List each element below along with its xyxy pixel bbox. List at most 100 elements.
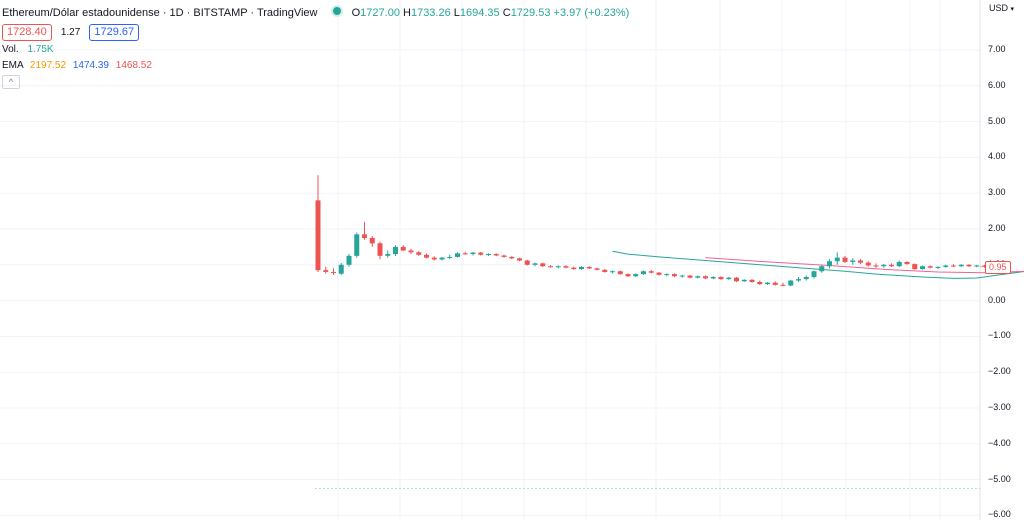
- open-value: 1727.00: [360, 7, 400, 19]
- price-tick-label: 3.00: [988, 187, 1006, 198]
- candle-body: [501, 255, 507, 257]
- legend-collapse-button[interactable]: ^: [2, 75, 20, 89]
- candle-body: [586, 266, 592, 269]
- candle-body: [555, 266, 561, 268]
- candle-body: [827, 261, 832, 267]
- open-label: O: [351, 7, 361, 19]
- spread-value: 1.27: [60, 27, 81, 38]
- candle-body: [858, 260, 863, 263]
- candle-body: [393, 246, 398, 255]
- candle-body: [594, 268, 600, 270]
- candle-body: [672, 274, 677, 277]
- candle-body: [966, 264, 972, 267]
- price-tick-label: −2.00: [988, 366, 1011, 377]
- candle-body: [509, 256, 515, 259]
- candle-body: [617, 271, 623, 275]
- candle-body: [788, 280, 794, 286]
- price-tick-label: 6.00: [988, 79, 1006, 90]
- ema-value-2: 1474.39: [72, 60, 109, 71]
- symbol-title[interactable]: Ethereum/Dólar estadounidense · 1D · BIT…: [2, 7, 318, 19]
- candle-body: [757, 281, 763, 285]
- candle-body: [819, 266, 825, 272]
- candle-body: [548, 266, 553, 268]
- symbol-legend: Ethereum/Dólar estadounidense · 1D · BIT…: [2, 5, 629, 19]
- chevron-down-icon: ▾: [1010, 6, 1014, 13]
- ema-fast-line: [612, 250, 1024, 279]
- candle-body: [385, 254, 391, 256]
- price-tick-label: 5.00: [988, 115, 1006, 126]
- candle-body: [935, 266, 941, 268]
- candle-body: [889, 264, 894, 267]
- price-tick-label: −1.00: [988, 330, 1011, 341]
- low-value: 1694.35: [459, 7, 500, 19]
- candle-body: [633, 274, 639, 277]
- candle-body: [323, 270, 329, 272]
- candle-body: [881, 264, 887, 267]
- candle-body: [602, 269, 608, 272]
- price-tick-label: 2.00: [988, 223, 1006, 233]
- candle-body: [726, 277, 732, 280]
- candle-body: [447, 256, 453, 258]
- candle-body: [904, 261, 910, 265]
- candle-body: [896, 261, 902, 267]
- candle-body: [610, 271, 615, 273]
- candle-body: [641, 271, 646, 275]
- chevron-up-icon: ^: [8, 77, 14, 87]
- candle-body: [486, 254, 491, 256]
- price-tick-label: 7.00: [988, 44, 1006, 54]
- candle-body: [734, 277, 739, 282]
- close-value: 1729.53: [510, 7, 551, 19]
- sell-price-button[interactable]: 1728.40: [2, 24, 52, 41]
- ema-value-1: 2197.52: [29, 60, 67, 71]
- candle-body: [943, 265, 949, 267]
- candle-body: [974, 265, 980, 267]
- candle-body: [834, 257, 840, 262]
- candle-body: [749, 279, 755, 282]
- candle-body: [540, 263, 546, 267]
- candle-body: [625, 274, 631, 277]
- buy-price-button[interactable]: 1729.67: [89, 24, 140, 41]
- candle-body: [648, 271, 654, 273]
- high-label: H: [403, 7, 411, 19]
- candle-body: [338, 264, 344, 274]
- market-status-dot-icon: [330, 5, 343, 17]
- candle-body: [927, 266, 933, 268]
- currency-label: USD: [988, 3, 1008, 13]
- candle-body: [850, 260, 856, 262]
- change-value: +3.97 (+0.23%): [553, 7, 630, 19]
- candle-body: [865, 262, 871, 266]
- candle-body: [331, 271, 336, 273]
- candle-body: [656, 272, 662, 275]
- bid-ask-row: 1728.40 1.27 1729.67: [2, 24, 140, 41]
- candle-body: [796, 279, 801, 281]
- candle-body: [718, 276, 724, 280]
- ema-value-3: 1468.52: [115, 60, 152, 71]
- candle-body: [346, 255, 352, 265]
- price-tick-label: 0.00: [988, 294, 1006, 305]
- candle-body: [741, 279, 747, 282]
- candle-body: [951, 265, 956, 267]
- candle-body: [377, 243, 383, 256]
- candle-body: [493, 254, 499, 256]
- candle-body: [424, 254, 429, 258]
- price-tick-label: 4.00: [988, 151, 1006, 162]
- candle-body: [470, 252, 476, 255]
- candle-body: [811, 271, 817, 277]
- ema-legend[interactable]: EMA 2197.52 1474.39 1468.52: [2, 60, 152, 71]
- high-value: 1733.26: [410, 7, 451, 19]
- candle-body: [920, 266, 925, 270]
- ema-slow-line: [705, 257, 1024, 274]
- candle-body: [400, 246, 406, 251]
- candle-body: [958, 264, 964, 267]
- candle-body: [315, 200, 321, 271]
- volume-legend[interactable]: Vol. 1.75K: [2, 44, 54, 55]
- candle-body: [431, 257, 437, 260]
- currency-selector[interactable]: USD ▾: [989, 3, 1014, 13]
- candle-body: [695, 276, 701, 278]
- candle-body: [873, 265, 879, 267]
- volume-value: 1.75K: [27, 44, 54, 55]
- ema-label: EMA: [2, 60, 24, 71]
- candle-body: [571, 267, 577, 270]
- candle-body: [369, 237, 375, 244]
